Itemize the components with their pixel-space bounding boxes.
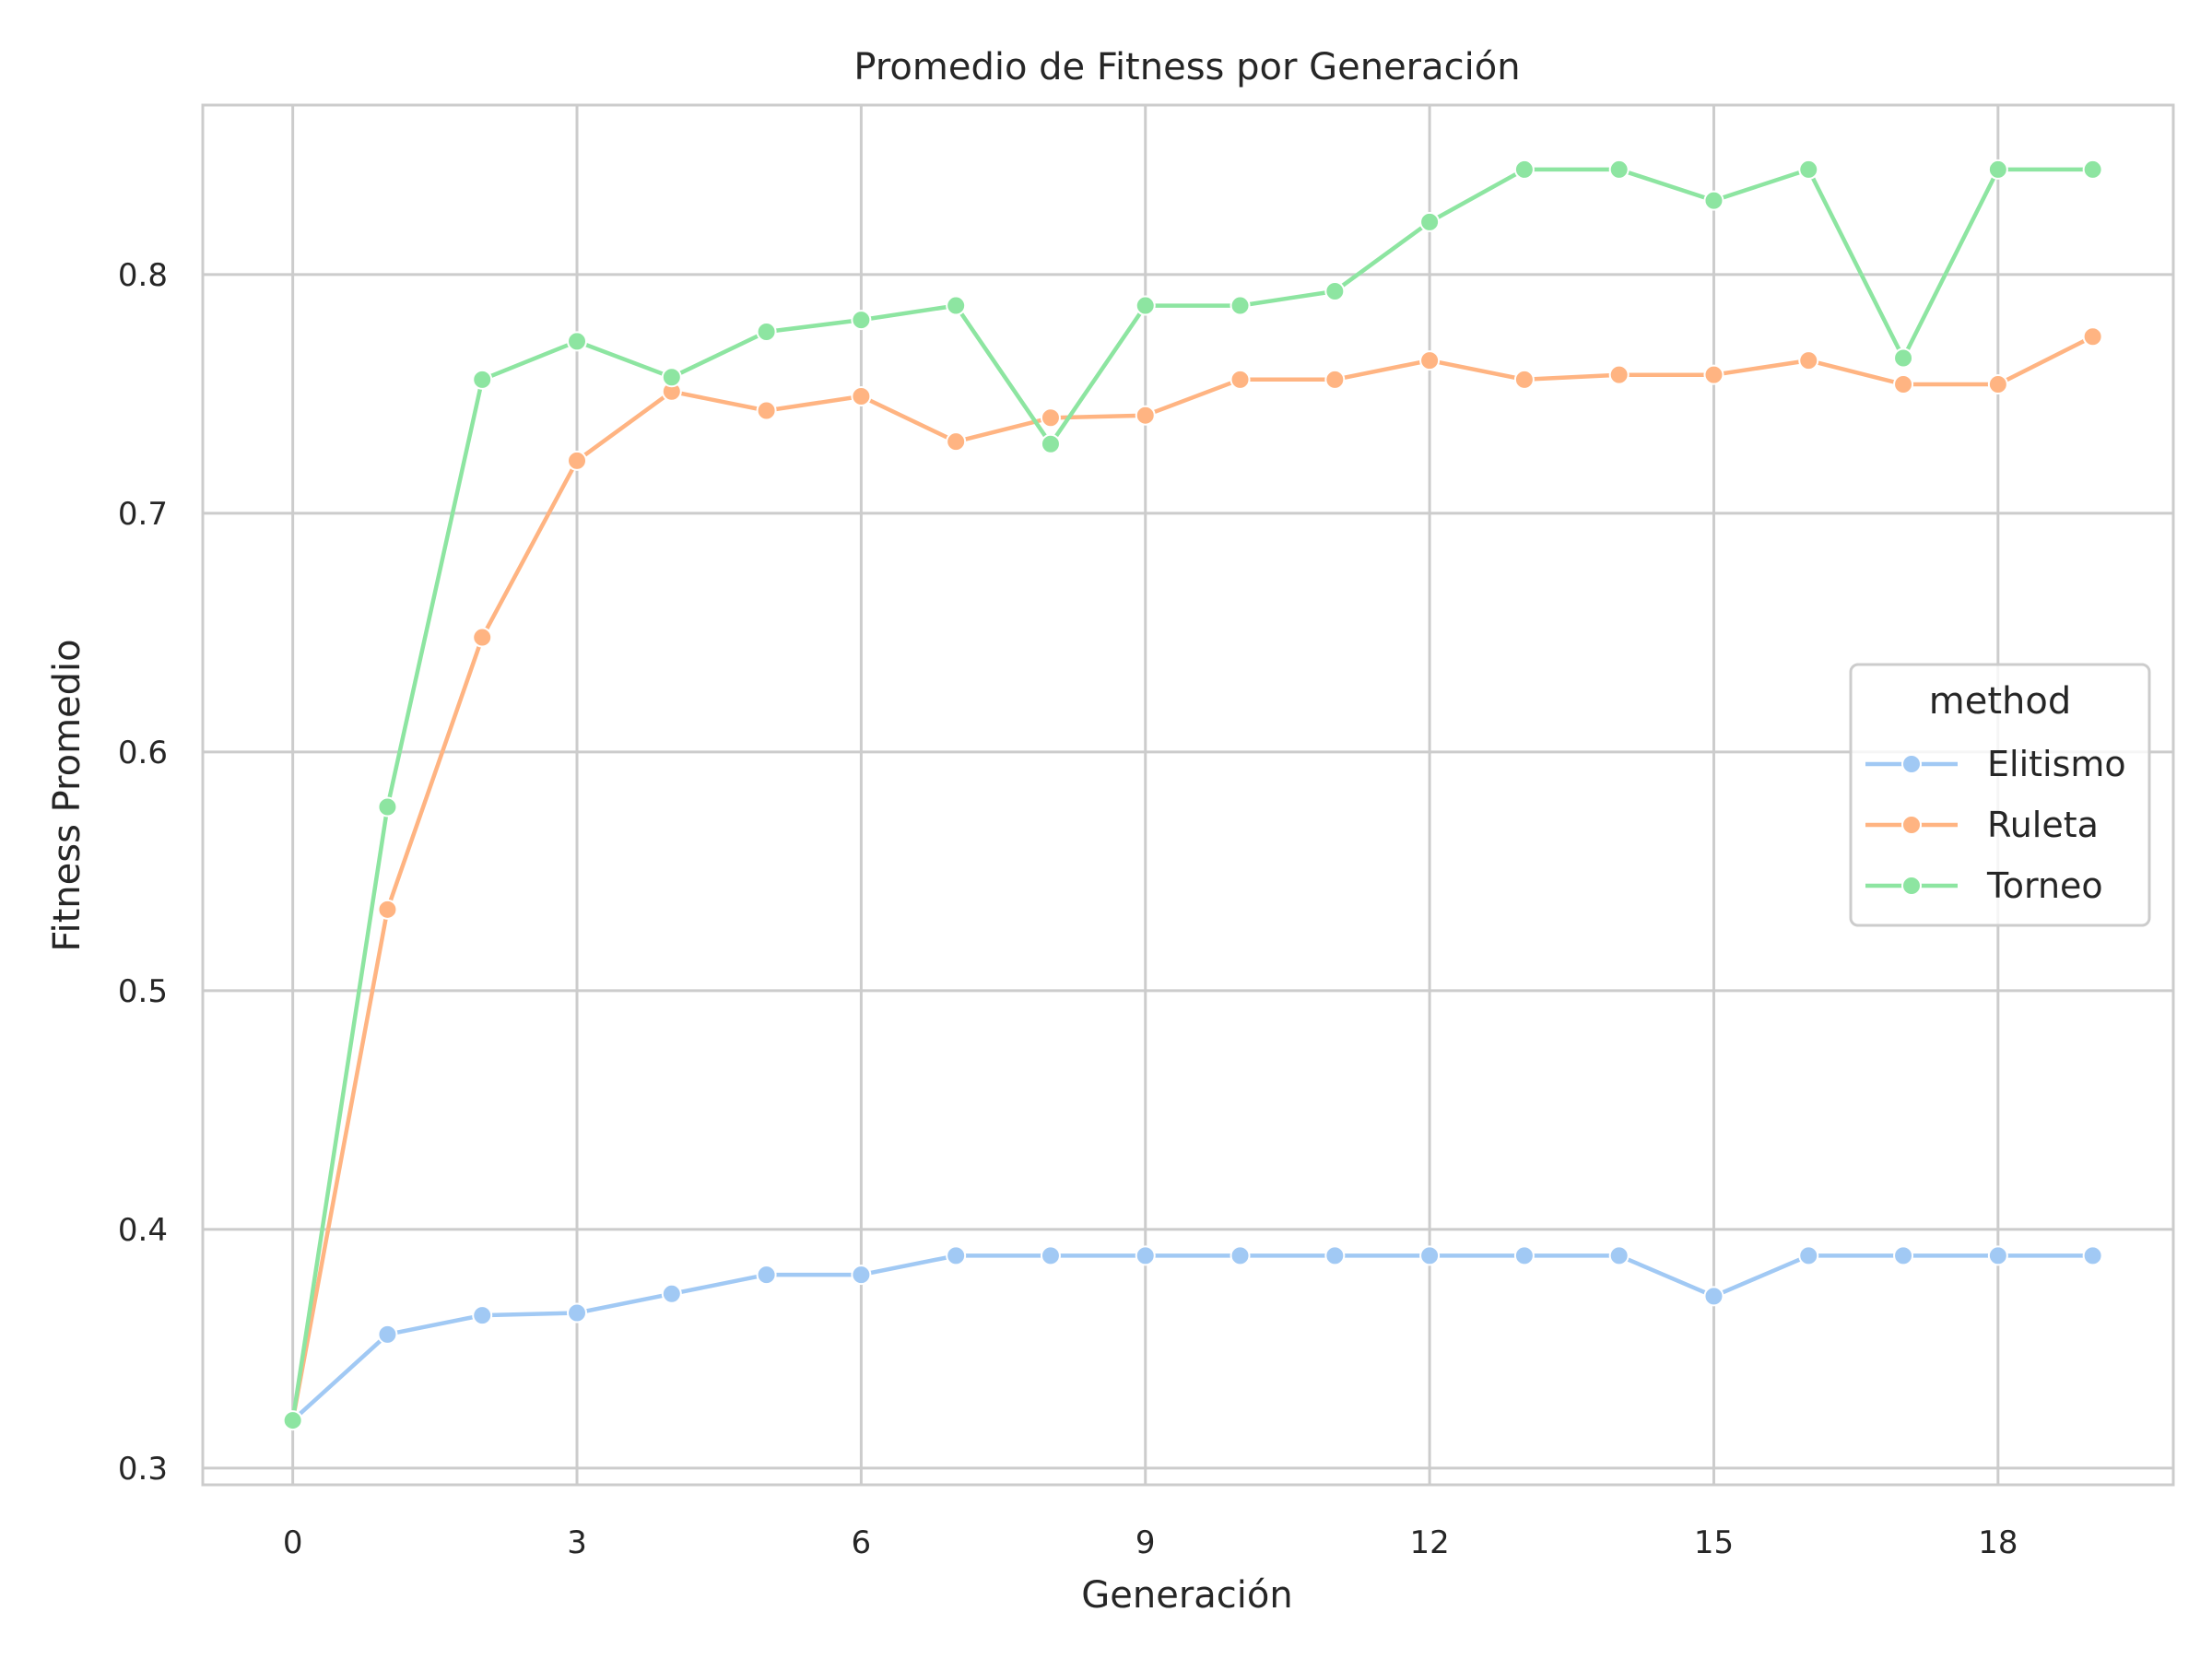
data-point bbox=[1987, 1245, 2008, 1266]
data-point bbox=[1608, 364, 1630, 385]
data-point bbox=[1230, 295, 1251, 316]
data-point bbox=[1798, 1245, 1819, 1266]
series-torneo bbox=[282, 159, 2103, 1431]
data-point bbox=[1893, 374, 1914, 395]
legend-item-elitismo: Elitismo bbox=[1865, 744, 2126, 784]
data-point bbox=[472, 627, 493, 648]
legend-marker bbox=[1901, 754, 1922, 774]
legend-item-torneo: Torneo bbox=[1865, 865, 2103, 906]
x-tick-label: 0 bbox=[283, 1524, 303, 1561]
ticks: 0 3 6 9 12 15 18 0.3 0.4 0.5 0.6 0.7 0.8 bbox=[118, 257, 2018, 1561]
legend-item-ruleta: Ruleta bbox=[1865, 805, 2099, 845]
data-point bbox=[851, 385, 872, 406]
data-point bbox=[1798, 350, 1819, 371]
data-point bbox=[1324, 1245, 1346, 1266]
y-tick-label: 0.6 bbox=[118, 735, 168, 771]
data-point bbox=[1513, 159, 1535, 180]
data-point bbox=[1419, 350, 1441, 371]
data-point bbox=[1040, 407, 1061, 429]
data-point bbox=[661, 1283, 682, 1304]
data-point bbox=[1135, 405, 1156, 426]
data-point bbox=[377, 899, 398, 920]
data-point bbox=[2082, 1245, 2103, 1266]
data-point bbox=[1419, 1245, 1441, 1266]
data-point bbox=[1513, 369, 1535, 390]
data-point bbox=[1324, 369, 1346, 390]
data-point bbox=[472, 369, 493, 390]
data-point bbox=[1987, 374, 2008, 395]
legend-label: Torneo bbox=[1986, 865, 2103, 906]
x-axis-label: Generación bbox=[1081, 1574, 1292, 1617]
data-point bbox=[946, 431, 967, 453]
data-point bbox=[1987, 159, 2008, 180]
legend-marker bbox=[1901, 815, 1922, 835]
data-point bbox=[377, 1324, 398, 1345]
y-tick-label: 0.8 bbox=[118, 257, 168, 294]
x-tick-label: 6 bbox=[852, 1524, 872, 1561]
data-point bbox=[1135, 295, 1156, 316]
data-point bbox=[1324, 281, 1346, 302]
data-point bbox=[946, 295, 967, 316]
data-point bbox=[946, 1245, 967, 1266]
legend-items: Elitismo Ruleta Torneo bbox=[1865, 744, 2126, 906]
y-tick-label: 0.7 bbox=[118, 496, 168, 533]
x-tick-label: 9 bbox=[1135, 1524, 1156, 1561]
data-point bbox=[1040, 433, 1061, 454]
data-point bbox=[1703, 190, 1724, 211]
y-tick-label: 0.3 bbox=[118, 1451, 168, 1488]
data-point bbox=[567, 1302, 588, 1324]
legend-box bbox=[1849, 663, 2151, 927]
data-point bbox=[1798, 159, 1819, 180]
data-point bbox=[851, 310, 872, 331]
data-point bbox=[1893, 1245, 1914, 1266]
series-line bbox=[291, 1253, 2093, 1422]
y-axis-label: Fitness Promedio bbox=[46, 639, 88, 951]
data-point bbox=[472, 1305, 493, 1326]
data-point bbox=[756, 400, 777, 421]
legend-label: Ruleta bbox=[1987, 805, 2099, 845]
legend-title: method bbox=[1929, 680, 2071, 723]
data-point bbox=[377, 796, 398, 818]
data-point bbox=[1608, 1245, 1630, 1266]
data-point bbox=[851, 1265, 872, 1286]
data-point bbox=[1040, 1245, 1061, 1266]
x-tick-label: 15 bbox=[1694, 1524, 1734, 1561]
legend: method Elitismo Ruleta Torneo bbox=[1849, 663, 2151, 927]
data-point bbox=[1419, 211, 1441, 232]
data-point bbox=[2082, 159, 2103, 180]
data-point bbox=[567, 331, 588, 352]
series-line bbox=[290, 335, 2094, 1421]
y-tick-label: 0.5 bbox=[118, 973, 168, 1010]
y-tick-label: 0.4 bbox=[118, 1212, 168, 1249]
data-point bbox=[756, 1265, 777, 1286]
data-point bbox=[661, 367, 682, 388]
legend-label: Elitismo bbox=[1987, 744, 2126, 784]
data-point bbox=[1513, 1245, 1535, 1266]
series-layer bbox=[282, 159, 2103, 1431]
series-line bbox=[290, 167, 2093, 1421]
data-point bbox=[282, 1410, 303, 1431]
x-tick-label: 18 bbox=[1978, 1524, 2018, 1561]
data-point bbox=[567, 450, 588, 471]
data-point bbox=[1703, 364, 1724, 385]
data-point bbox=[756, 322, 777, 343]
x-tick-label: 3 bbox=[567, 1524, 587, 1561]
legend-marker bbox=[1901, 876, 1922, 896]
data-point bbox=[1703, 1286, 1724, 1307]
data-point bbox=[1608, 159, 1630, 180]
data-point bbox=[1135, 1245, 1156, 1266]
data-point bbox=[1230, 1245, 1251, 1266]
x-tick-label: 12 bbox=[1409, 1524, 1449, 1561]
data-point bbox=[1893, 347, 1914, 369]
data-point bbox=[2082, 326, 2103, 347]
chart-title: Promedio de Fitness por Generación bbox=[853, 46, 1520, 88]
data-point bbox=[1230, 369, 1251, 390]
